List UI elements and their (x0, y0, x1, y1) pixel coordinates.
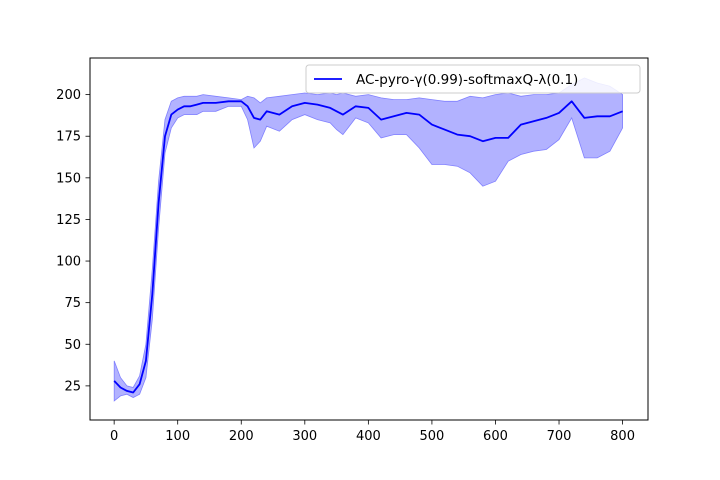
x-tick-label: 400 (356, 429, 381, 444)
y-tick-label: 175 (56, 130, 81, 145)
series-0-band (113, 77, 623, 402)
x-tick-label: 100 (165, 429, 190, 444)
y-tick-label: 125 (56, 213, 81, 228)
x-tick-label: 300 (292, 429, 317, 444)
confidence-band-layer (113, 77, 623, 402)
x-tick-label: 200 (229, 429, 254, 444)
y-tick-label: 50 (64, 338, 81, 353)
legend: AC-pyro-γ(0.99)-softmaxQ-λ(0.1) (305, 64, 641, 94)
y-tick-label: 75 (64, 296, 81, 311)
legend-box (305, 64, 641, 94)
y-tick-label: 25 (64, 379, 81, 394)
y-tick-label: 200 (56, 88, 81, 103)
series-line-layer (113, 100, 623, 394)
y-tick-label: 100 (56, 255, 81, 270)
series-0-line (113, 100, 623, 394)
plot-frame (89, 57, 649, 421)
x-tick-label: 800 (610, 429, 635, 444)
x-tick-label: 500 (420, 429, 445, 444)
legend-label: AC-pyro-γ(0.99)-softmaxQ-λ(0.1) (356, 72, 578, 88)
x-tick-label: 0 (110, 429, 118, 444)
x-tick-label: 700 (547, 429, 572, 444)
y-tick-label: 150 (56, 171, 81, 186)
x-axis: 0 100 200 300 400 500 600 700 800 (110, 420, 635, 444)
x-tick-label: 600 (483, 429, 508, 444)
y-axis: 25 50 75 100 125 150 175 200 (56, 88, 90, 394)
